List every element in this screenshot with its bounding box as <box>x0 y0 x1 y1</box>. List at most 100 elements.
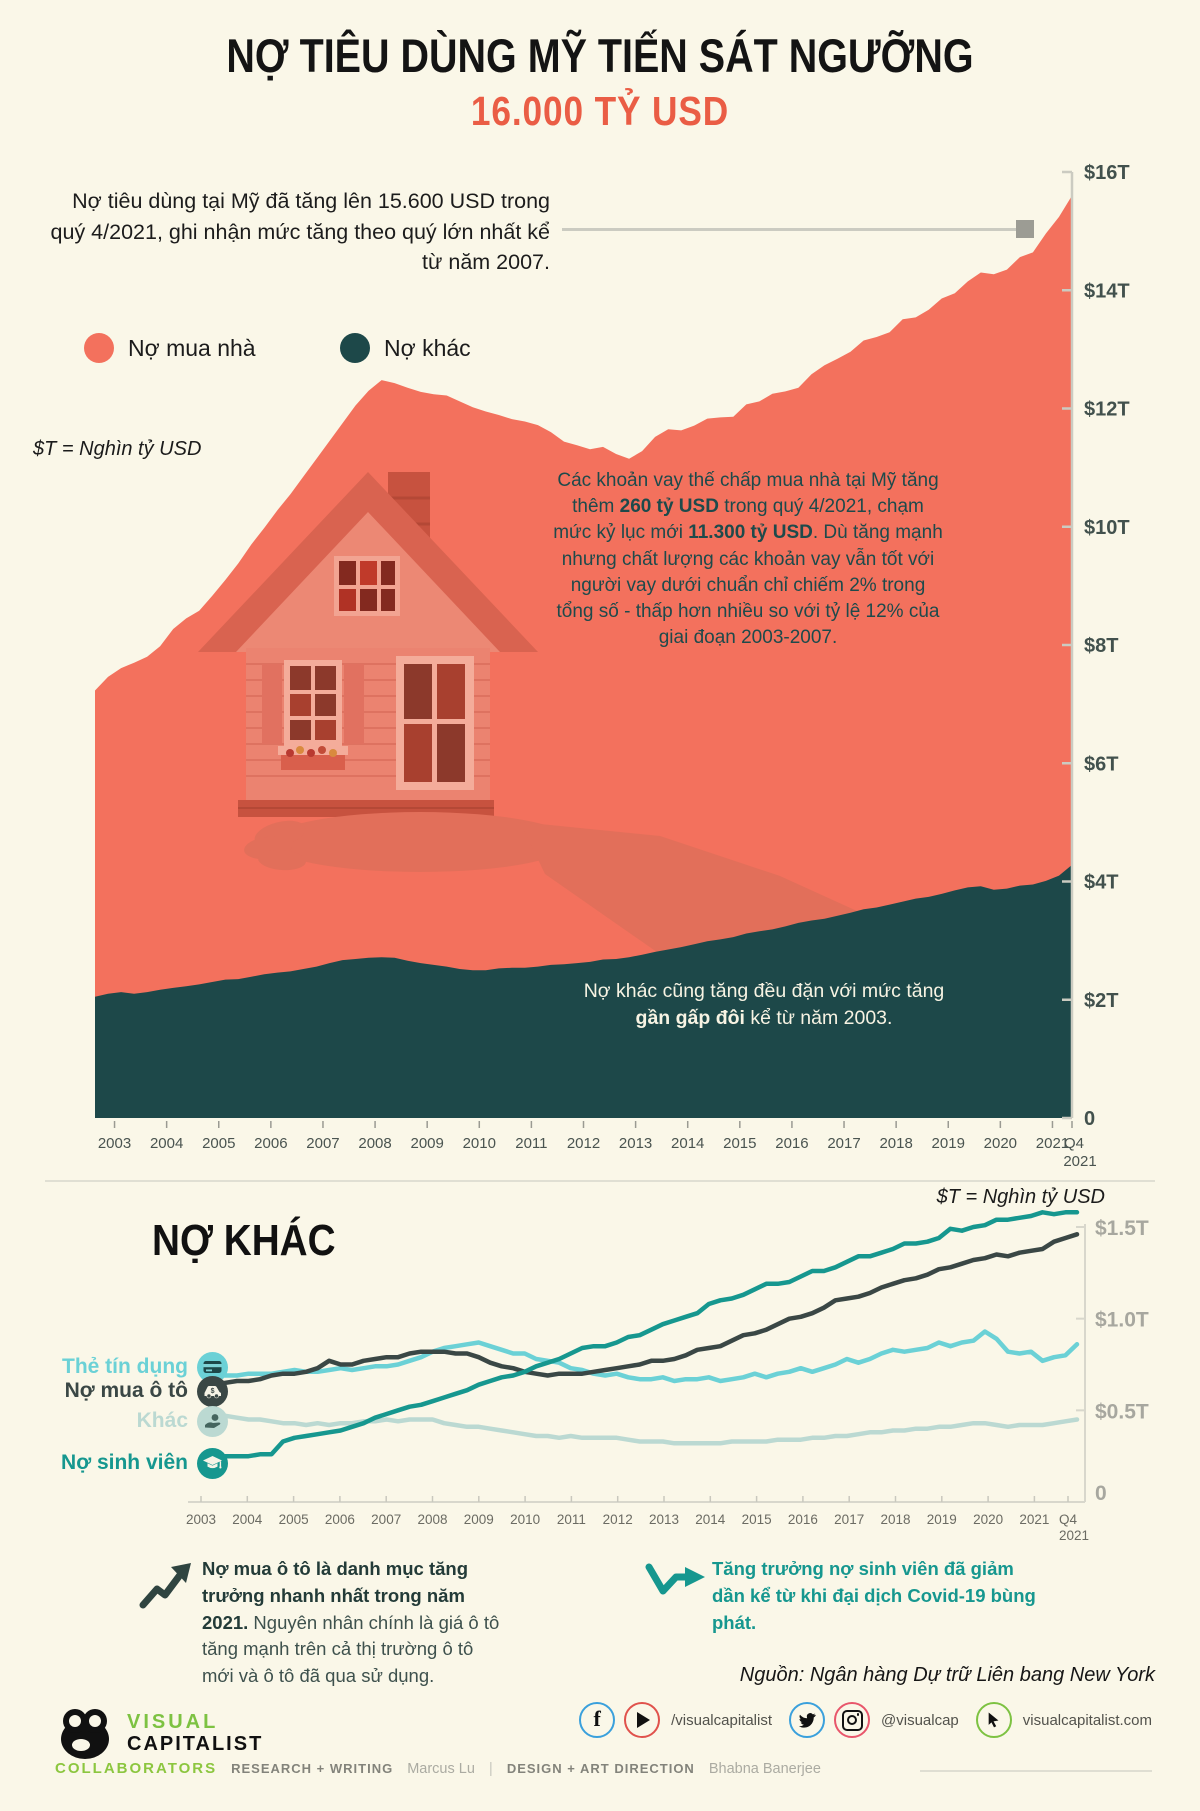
chart2-xtick: 2004 <box>232 1512 263 1527</box>
other-debt-area <box>95 864 1072 1118</box>
youtube-icon[interactable] <box>624 1702 661 1738</box>
website-handle[interactable]: visualcapitalist.com <box>1022 1711 1152 1729</box>
chart2-xtick: 2011 <box>557 1512 586 1527</box>
chart1-ytick: $16T <box>1084 162 1130 184</box>
svg-text:$: $ <box>210 1388 214 1395</box>
mortgage-legend-dot <box>84 333 114 363</box>
logo-capitalist: CAPITALIST <box>127 1733 264 1755</box>
chart1-ytick: $14T <box>1084 280 1130 302</box>
chart2-xtick: 2019 <box>927 1512 957 1527</box>
other-legend-dot <box>340 333 370 363</box>
chart2-xtick: 2017 <box>834 1512 864 1527</box>
chart1-xtick: 2009 <box>410 1135 443 1152</box>
cursor-icon[interactable] <box>975 1702 1012 1738</box>
chart2-xtick: 2021 <box>1019 1512 1049 1527</box>
logo-icon <box>55 1705 117 1761</box>
chart1-xtick: Q4 <box>1064 1135 1084 1152</box>
chart1-xtick: 2014 <box>671 1135 704 1152</box>
instagram-icon[interactable] <box>834 1702 871 1738</box>
chart2-xtick: 2007 <box>371 1512 401 1527</box>
chart1-xtick: 2015 <box>723 1135 756 1152</box>
chart1-ytick: $6T <box>1084 753 1118 775</box>
auto-loans-note: Nợ mua ô tô là danh mục tăng trưởng nhan… <box>202 1558 500 1687</box>
line-2 <box>211 1411 1080 1446</box>
collab-divider <box>920 1770 1152 1772</box>
chart1-xtick: 2021 <box>1036 1135 1069 1152</box>
chart1-xtick: 2017 <box>827 1135 860 1152</box>
legend-other: Nợ khác <box>340 333 471 363</box>
chart2-lines <box>211 1210 1080 1461</box>
chart2-ytick: $1.5T <box>1095 1217 1149 1240</box>
design-name: Bhabna Banerjee <box>708 1760 821 1777</box>
chart2-xtick: 2010 <box>510 1512 540 1527</box>
student-loans-label: Nợ sinh viên <box>61 1451 188 1474</box>
legend-credit-card: Thẻ tín dụng <box>0 1351 228 1383</box>
car-icon: $ <box>197 1375 228 1407</box>
design-role: DESIGN + ART DIRECTION <box>506 1761 695 1776</box>
chart1-axis: $16T $14T $12T $10T $8T $6T $4T $2T 0 2003 2004 200… <box>98 162 1130 1170</box>
other-small-label: Khác <box>136 1409 188 1432</box>
chart2-xtick: 2015 <box>742 1512 772 1527</box>
callout-line <box>562 228 1018 231</box>
research-role: RESEARCH + WRITING <box>231 1761 394 1776</box>
collab-separator: | <box>488 1760 493 1777</box>
other-legend-label: Nợ khác <box>384 334 471 361</box>
chart1-xtick: 2008 <box>358 1135 391 1152</box>
legend-mortgage: Nợ mua nhà <box>84 333 256 363</box>
chart1-xtick: 2010 <box>463 1135 496 1152</box>
chart2-xtick: 2006 <box>325 1512 355 1527</box>
student-loans-note: Tăng trưởng nợ sinh viên đã giảm dần kể … <box>712 1558 1036 1633</box>
chart2-xtick: 2016 <box>788 1512 818 1527</box>
legend-student-loans: Nợ sinh viên <box>0 1447 228 1479</box>
chart2-xtick: 2018 <box>880 1512 910 1527</box>
chart2-xtick: 2014 <box>695 1512 726 1527</box>
collaborators-label: COLLABORATORS <box>55 1760 218 1777</box>
chart1-ytick: $8T <box>1084 635 1118 657</box>
chart2-xtick: 2021 <box>1059 1528 1089 1543</box>
line-0 <box>211 1329 1080 1384</box>
chart2-axis: $1.5T $1.0T $0.5T 0 2003 2004 2005 2006 2007 2008… <box>186 1217 1149 1543</box>
chart1-xtick: 2021 <box>1063 1153 1096 1170</box>
chart2-xtick: 2013 <box>649 1512 679 1527</box>
chart1-xtick: 2020 <box>984 1135 1017 1152</box>
callout-marker <box>1016 220 1034 238</box>
chart1-xtick: 2012 <box>567 1135 600 1152</box>
social-row: f /visualcapitalist @visualcap visualcap… <box>579 1702 1160 1738</box>
chart1-xtick: 2018 <box>879 1135 912 1152</box>
chart1-xtick: 2013 <box>619 1135 652 1152</box>
chart1-xtick: 2004 <box>150 1135 183 1152</box>
chart2-ytick: $0.5T <box>1095 1400 1149 1423</box>
youtube-handle[interactable]: /visualcapitalist <box>671 1711 773 1729</box>
line-1 <box>211 1232 1080 1387</box>
chart2-xtick: 2009 <box>464 1512 494 1527</box>
trend-down-icon <box>645 1562 707 1598</box>
trend-up-icon <box>138 1560 194 1610</box>
chart2-xtick: Q4 <box>1059 1512 1078 1527</box>
collaborators-row: COLLABORATORS RESEARCH + WRITING Marcus … <box>55 1760 821 1777</box>
page-title: NỢ TIÊU DÙNG MỸ TIẾN SÁT NGƯỠNG <box>226 29 974 82</box>
chart2-xtick: 2005 <box>279 1512 309 1527</box>
chart1-xtick: 2016 <box>775 1135 808 1152</box>
unit-note-2: $T = Nghìn tỷ USD <box>936 1186 1105 1208</box>
twitter-icon[interactable] <box>789 1702 826 1738</box>
section-divider <box>45 1180 1155 1182</box>
chart1-xtick: 2006 <box>254 1135 287 1152</box>
instagram-handle[interactable]: @visualcap <box>881 1711 959 1729</box>
chart1-xtick: 2007 <box>306 1135 339 1152</box>
chart1-ytick: $2T <box>1084 990 1118 1012</box>
graduation-cap-icon <box>197 1447 228 1479</box>
logo-visual: VISUAL <box>127 1710 219 1733</box>
intro-text: Nợ tiêu dùng tại Mỹ đã tăng lên 15.600 U… <box>50 189 550 275</box>
chart1-ytick: 0 <box>1084 1108 1095 1130</box>
chart2-xtick: 2003 <box>186 1512 216 1527</box>
legend-other-small: Khác <box>0 1405 228 1437</box>
source-text: Nguồn: Ngân hàng Dự trữ Liên bang New Yo… <box>739 1664 1155 1686</box>
research-name: Marcus Lu <box>407 1760 475 1777</box>
line-3 <box>211 1210 1080 1461</box>
unit-note-1: $T = Nghìn tỷ USD <box>33 438 202 460</box>
visual-capitalist-logo[interactable]: VISUAL CAPITALIST <box>55 1705 263 1761</box>
chart1-xtick: 2003 <box>98 1135 131 1152</box>
chart1-xtick: 2005 <box>202 1135 235 1152</box>
chart2-ytick: 0 <box>1095 1482 1107 1505</box>
facebook-icon[interactable]: f <box>579 1702 616 1738</box>
